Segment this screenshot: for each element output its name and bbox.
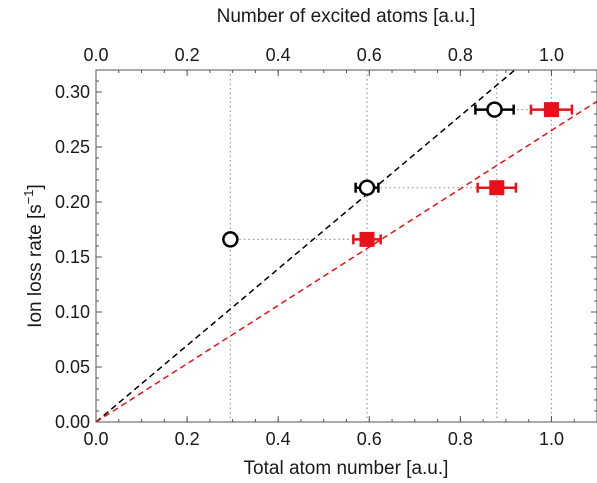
y-tick-label: 0.20	[55, 192, 90, 212]
x-tick-label: 0.0	[83, 429, 108, 449]
x-tick-label: 0.4	[266, 429, 291, 449]
x2-tick-label: 1.0	[539, 45, 564, 65]
y-tick-label: 0.15	[55, 247, 90, 267]
x2-axis-title: Number of excited atoms [a.u.]	[217, 6, 476, 27]
fit-lines	[95, 69, 597, 423]
fit-line	[95, 100, 597, 423]
x2-tick-label: 0.4	[266, 45, 291, 65]
x-tick-label: 0.2	[175, 429, 200, 449]
y-tick-label: 0.25	[55, 137, 90, 157]
x-axis-title: Total atom number [a.u.]	[244, 458, 449, 479]
y-axis-title-exponent: −1	[21, 189, 36, 204]
excited-atoms-point	[486, 101, 503, 118]
y-tick-label: 0.00	[55, 412, 90, 432]
y-tick-label: 0.30	[55, 82, 90, 102]
excited-atoms-point	[222, 231, 239, 248]
y-axis-title-close: ]	[25, 184, 46, 189]
excited-atoms-point	[358, 179, 376, 196]
fit-line	[95, 69, 516, 423]
total-atoms-point	[543, 102, 559, 118]
total-atoms-point	[489, 180, 505, 196]
plot-border	[95, 69, 597, 423]
y-tick-label: 0.05	[55, 357, 90, 377]
guide-lines	[229, 70, 553, 422]
x2-tick-label: 0.6	[357, 45, 382, 65]
x2-tick-label: 0.8	[448, 45, 473, 65]
x-tick-label: 0.8	[448, 429, 473, 449]
y-axis-title: Ion loss rate [s−1]	[21, 184, 46, 328]
total-atoms-point	[359, 231, 375, 247]
x2-tick-label: 0.0	[83, 45, 108, 65]
y-tick-label: 0.10	[55, 302, 90, 322]
data-series	[222, 101, 574, 248]
x2-tick-label: 0.2	[175, 45, 200, 65]
x-tick-label: 1.0	[539, 429, 564, 449]
x-tick-label: 0.6	[357, 429, 382, 449]
plot-frame	[95, 69, 597, 423]
y-axis-title-main: Ion loss rate [s	[25, 204, 46, 328]
